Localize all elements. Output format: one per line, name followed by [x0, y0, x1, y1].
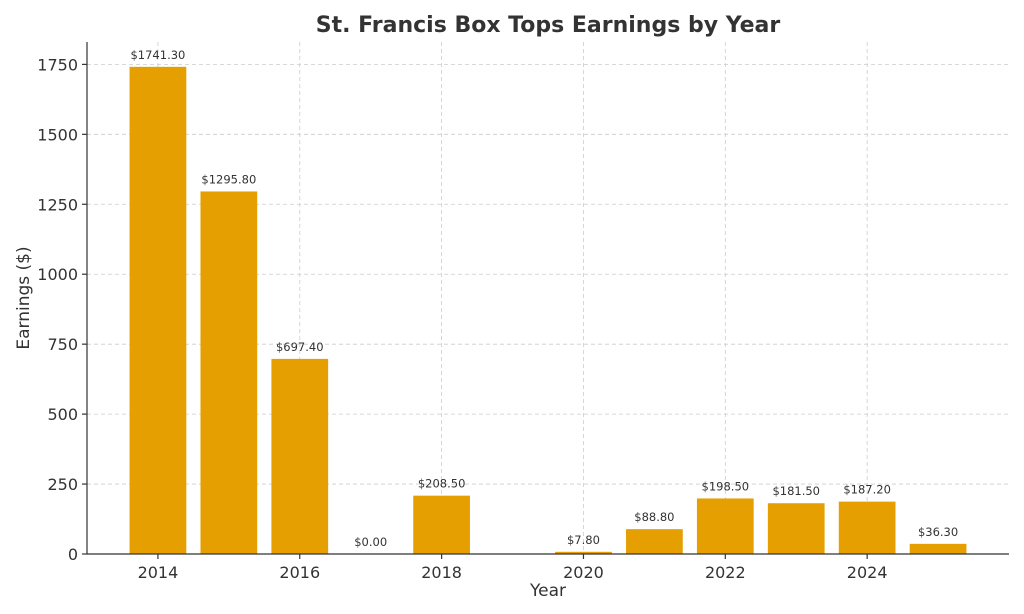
x-tick-label: 2018: [421, 563, 462, 582]
bar-2020: [555, 551, 612, 554]
data-label-2022: $198.50: [702, 479, 750, 493]
y-tick-label: 750: [47, 335, 78, 354]
data-label-2018: $208.50: [418, 477, 466, 491]
bar-2022: [696, 498, 754, 554]
x-tick-label: 2022: [705, 563, 746, 582]
bar-2018: [413, 495, 470, 554]
data-label-2025: $36.30: [918, 525, 958, 539]
y-tick-label: 0: [68, 545, 78, 564]
x-tick-label: 2020: [563, 563, 604, 582]
data-label-2023: $181.50: [772, 484, 820, 498]
bar-2023: [767, 503, 825, 554]
bar-2021: [626, 529, 683, 554]
bar-2024: [838, 501, 896, 554]
y-tick-label: 500: [47, 405, 78, 424]
y-axis-label: Earnings ($): [14, 246, 34, 349]
bar-2016: [271, 358, 329, 554]
tick-labels: 0 250 500 750 1000 1250 1500 1750 2014 2016 2018 20…: [37, 55, 887, 582]
data-labels: $1741.30 $1295.80 $697.40 $0.00 $208.50 $7.80…: [130, 48, 958, 549]
bar-2025: [909, 543, 967, 554]
y-tick-label: 1750: [37, 55, 78, 74]
bar-2014: [129, 66, 187, 554]
y-tick-label: 1000: [37, 265, 78, 284]
x-tick-label: 2016: [279, 563, 320, 582]
data-label-2024: $187.20: [843, 483, 891, 497]
y-tick-label: 1250: [37, 195, 78, 214]
y-tick-label: 250: [47, 475, 78, 494]
data-label-2020: $7.80: [567, 533, 600, 547]
x-axis-label: Year: [529, 581, 566, 601]
bar-2015: [200, 191, 258, 554]
data-label-2021: $88.80: [634, 510, 674, 524]
bars: [129, 66, 967, 554]
x-tick-label: 2014: [138, 563, 179, 582]
data-label-2015: $1295.80: [201, 172, 256, 186]
y-tick-label: 1500: [37, 125, 78, 144]
chart-title: St. Francis Box Tops Earnings by Year: [316, 13, 781, 38]
x-tick-label: 2024: [847, 563, 888, 582]
data-label-2016: $697.40: [276, 340, 324, 354]
axes: [86, 42, 1009, 555]
data-label-2014: $1741.30: [130, 48, 185, 62]
data-label-2017: $0.00: [354, 535, 387, 549]
